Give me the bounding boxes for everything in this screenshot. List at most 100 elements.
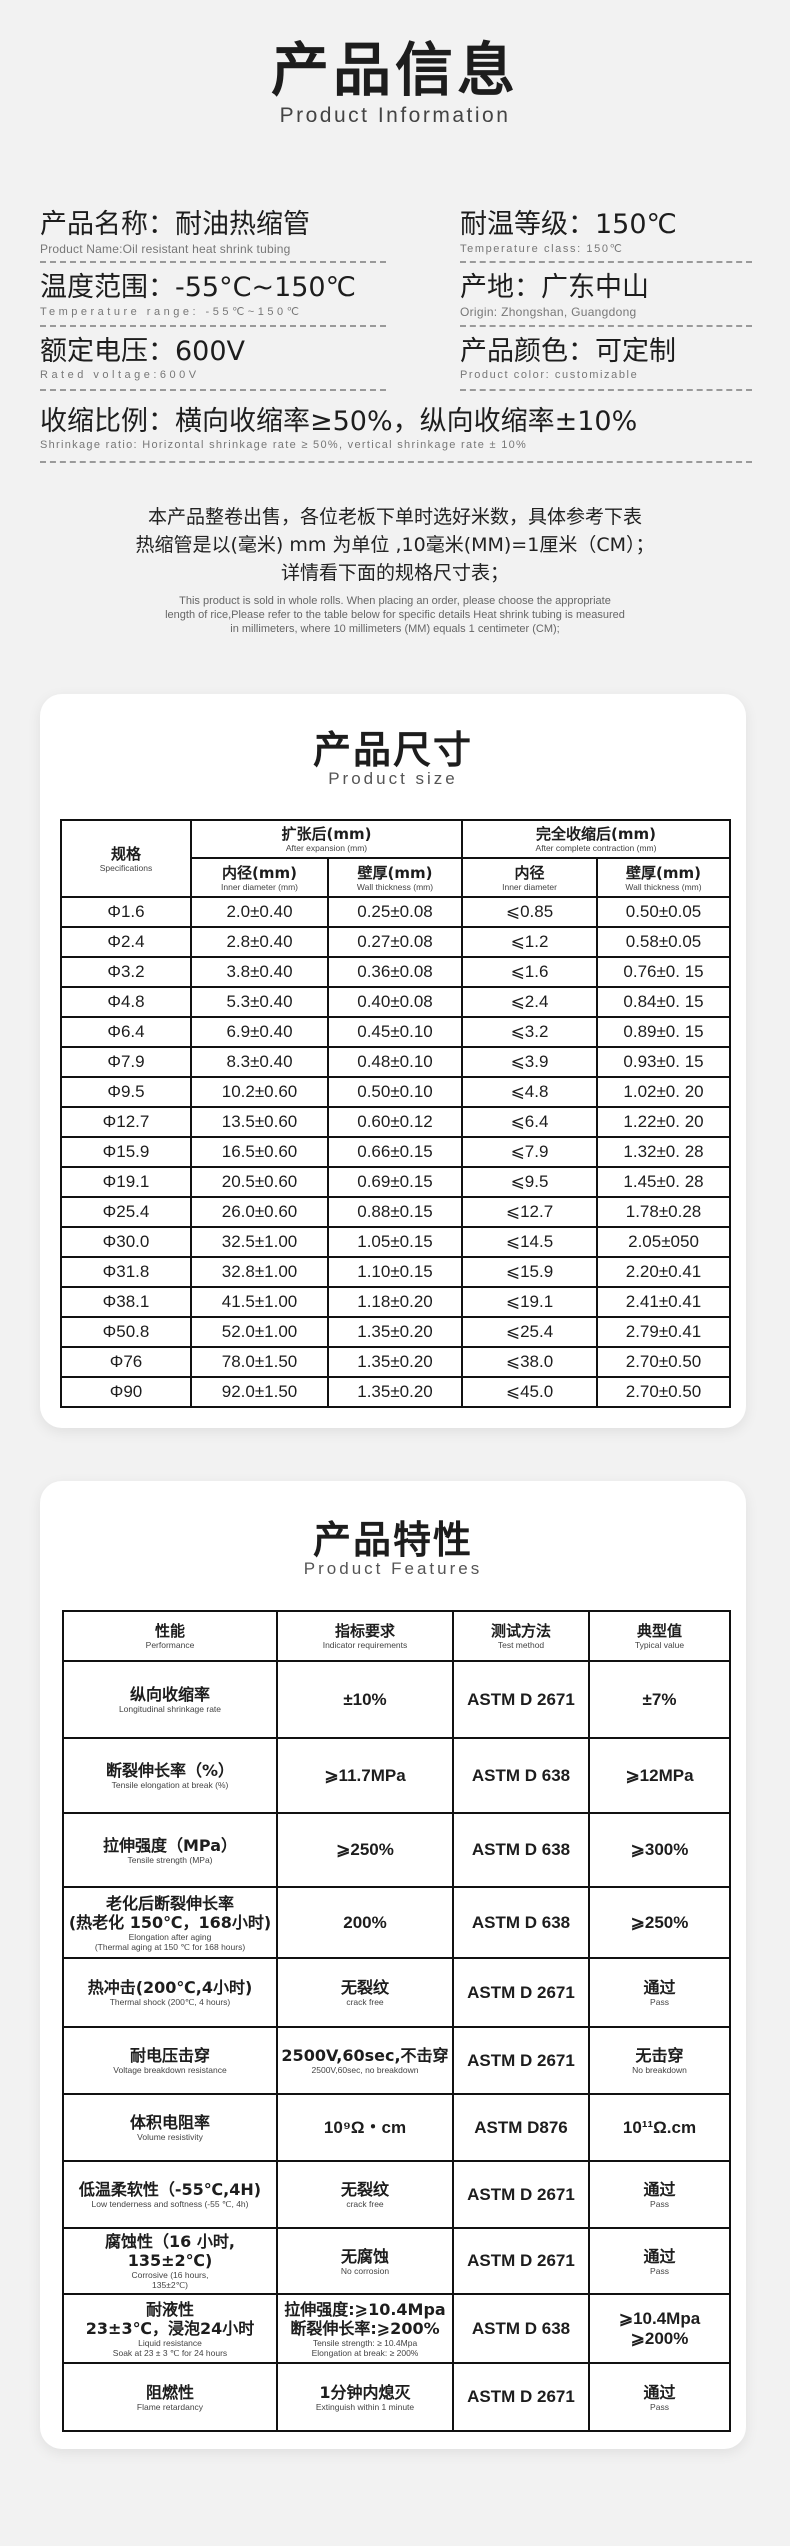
cell-requirement: 无裂纹 crack free [276, 1957, 454, 2028]
cell-recovered-wall: 0.58±0.05 [596, 926, 732, 958]
divider [40, 325, 386, 327]
cell-recovered-wall: 2.20±0.41 [596, 1256, 732, 1288]
table-row: Φ31.8 32.8±1.00 1.10±0.15 ⩽15.9 2.20±0.41 [60, 1256, 732, 1288]
method-value: ASTM D 638 [471, 1765, 571, 1785]
info-label: 产地：广东中山 [460, 272, 649, 303]
notice-line: length of rice,Please refer to the table… [165, 609, 625, 621]
req-value: 10⁹Ω・cm [323, 2117, 407, 2137]
cell-expanded-id: 3.8±0.40 [190, 956, 329, 988]
cell-method: ASTM D 2671 [452, 2026, 590, 2095]
req-value: 拉伸强度:⩾10.4Mpa [284, 2299, 446, 2319]
table-row: Φ6.4 6.9±0.40 0.45±0.10 ⩽3.2 0.89±0. 15 [60, 1016, 732, 1048]
features-title: 产品特性 [312, 1518, 473, 1562]
page-subtitle: Product Information [279, 104, 511, 127]
table-row: Φ76 78.0±1.50 1.35±0.20 ⩽38.0 2.70±0.50 [60, 1346, 732, 1378]
cell-expanded-id: 8.3±0.40 [190, 1046, 329, 1078]
cell-spec: Φ25.4 [60, 1196, 192, 1228]
notice-cn: 本产品整卷出售，各位老板下单时选好米数，具体参考下表 热缩管是以(毫米) mm … [0, 503, 790, 587]
info-shrink-ratio: 收缩比例：横向收缩率≥50%，纵向收缩率±10% Shrinkage ratio:… [40, 405, 637, 451]
header-recovered: 完全收缩后(mm) After complete contraction (mm) [461, 819, 732, 859]
info-label: 收缩比例：横向收缩率≥50%，纵向收缩率±10% [40, 406, 638, 437]
table-row: Φ1.6 2.0±0.40 0.25±0.08 ⩽0.85 0.50±0.05 [60, 896, 732, 928]
cell-spec: Φ15.9 [60, 1136, 192, 1168]
typical-en: Pass [650, 2401, 669, 2412]
perf-cn: (热老化 150℃，168小时) [68, 1912, 272, 1932]
perf-en: Soak at 23 ± 3 ℃ for 24 hours [112, 2347, 228, 2358]
perf-en: Voltage breakdown resistance [113, 2065, 227, 2075]
cell-spec: Φ38.1 [60, 1286, 192, 1318]
size-subtitle: Product size [328, 769, 458, 788]
table-row: Φ15.9 16.5±0.60 0.66±0.15 ⩽7.9 1.32±0. 28 [60, 1136, 732, 1168]
perf-cn: 热冲击(200℃,4小时) [87, 1978, 253, 1997]
req-en: 2500V,60sec, no breakdown [311, 2065, 419, 2075]
table-row: Φ3.2 3.8±0.40 0.36±0.08 ⩽1.6 0.76±0. 15 [60, 956, 732, 988]
header-rec-id: 内径 Inner diameter [461, 857, 599, 898]
cell-recovered-id: ⩽0.85 [461, 896, 599, 928]
table-row: 拉伸强度（MPa） Tensile strength (MPa) ⩾250% ASTM… [62, 1812, 731, 1888]
req-value: ±10% [343, 1689, 387, 1709]
cell-recovered-id: ⩽38.0 [461, 1346, 599, 1378]
cell-spec: Φ50.8 [60, 1316, 192, 1348]
cell-recovered-wall: 0.89±0. 15 [596, 1016, 732, 1048]
cell-expanded-wall: 1.35±0.20 [326, 1376, 464, 1408]
cell-requirement: 1分钟内熄灭 Extinguish within 1 minute [276, 2362, 454, 2432]
method-value: ASTM D 2671 [467, 1982, 575, 2002]
method-value: ASTM D 2671 [467, 2251, 575, 2270]
divider [40, 461, 752, 463]
perf-en: 135±2℃) [152, 2280, 188, 2290]
perf-en: Liquid resistance [138, 2337, 202, 2348]
cell-typical: ⩾10.4Mpa ⩾200% [588, 2293, 731, 2364]
perf-en: Tensile elongation at break (%) [111, 1780, 229, 1790]
cell-typical: ⩾250% [588, 1886, 731, 1959]
perf-en: Elongation after aging [128, 1931, 212, 1942]
method-value: ASTM D 638 [471, 1840, 571, 1859]
cell-method: ASTM D 2671 [452, 2227, 590, 2295]
cell-requirement: ±10% [276, 1660, 454, 1739]
typical-value: 通过 [643, 2180, 676, 2199]
table-row: 热冲击(200℃,4小时) Thermal shock (200℃, 4 hour… [62, 1957, 731, 2028]
cell-expanded-wall: 0.66±0.15 [326, 1136, 464, 1168]
perf-cn: 耐液性 [145, 2299, 194, 2319]
table-row: Φ38.1 41.5±1.00 1.18±0.20 ⩽19.1 2.41±0.41 [60, 1286, 732, 1318]
cell-requirement: 10⁹Ω・cm [276, 2093, 454, 2162]
table-row: Φ9.5 10.2±0.60 0.50±0.10 ⩽4.8 1.02±0. 20 [60, 1076, 732, 1108]
cell-method: ASTM D 638 [452, 1737, 590, 1814]
cell-expanded-id: 78.0±1.50 [190, 1346, 329, 1378]
cell-recovered-wall: 1.78±0.28 [596, 1196, 732, 1228]
info-voltage: 额定电压：600V Rated voltage:600V [40, 335, 245, 381]
req-value: ⩾11.7MPa [324, 1765, 406, 1785]
cell-performance: 体积电阻率 Volume resistivity [62, 2093, 278, 2162]
cell-recovered-wall: 1.22±0. 20 [596, 1106, 732, 1138]
cell-spec: Φ2.4 [60, 926, 192, 958]
table-row: 低温柔软性（-55℃,4H) Low tenderness and softnes… [62, 2160, 731, 2229]
cell-expanded-id: 10.2±0.60 [190, 1076, 329, 1108]
cell-requirement: 200% [276, 1886, 454, 1959]
cell-recovered-wall: 0.76±0. 15 [596, 956, 732, 988]
req-value: 2500V,60sec,不击穿 [281, 2046, 449, 2065]
cell-typical: ⩾300% [588, 1812, 731, 1888]
cell-requirement: ⩾250% [276, 1812, 454, 1888]
perf-en: Corrosive (16 hours, [131, 2270, 209, 2280]
method-value: ASTM D 2671 [467, 2184, 575, 2204]
cell-typical: 通过 Pass [588, 2227, 731, 2295]
table-row: Φ90 92.0±1.50 1.35±0.20 ⩽45.0 2.70±0.50 [60, 1376, 732, 1408]
cell-expanded-id: 2.8±0.40 [190, 926, 329, 958]
cell-typical: 无击穿 No breakdown [588, 2026, 731, 2095]
cell-expanded-id: 52.0±1.00 [190, 1316, 329, 1348]
notice-line: 本产品整卷出售，各位老板下单时选好米数，具体参考下表 [147, 506, 642, 528]
req-en: crack free [346, 2199, 384, 2209]
table-row: 纵向收缩率 Longitudinal shrinkage rate ±10% ASTM… [62, 1660, 731, 1739]
divider [40, 389, 386, 391]
cell-recovered-id: ⩽9.5 [461, 1166, 599, 1198]
cell-method: ASTM D 2671 [452, 2362, 590, 2432]
table-row: 耐电压击穿 Voltage breakdown resistance 2500V,6… [62, 2026, 731, 2095]
cell-expanded-wall: 1.35±0.20 [326, 1316, 464, 1348]
info-label: 耐温等级：150℃ [460, 209, 677, 240]
cell-method: ASTM D 2671 [452, 2160, 590, 2229]
cell-spec: Φ3.2 [60, 956, 192, 988]
cell-recovered-id: ⩽12.7 [461, 1196, 599, 1228]
cell-requirement: 拉伸强度:⩾10.4Mpa 断裂伸长率:⩾200% Tensile strength… [276, 2293, 454, 2364]
cell-expanded-id: 26.0±0.60 [190, 1196, 329, 1228]
notice-line: 热缩管是以(毫米) mm 为单位 ,10毫米(MM)=1厘米（CM）； [135, 534, 655, 556]
info-sub: Origin: Zhongshan, Guangdong [460, 305, 637, 319]
